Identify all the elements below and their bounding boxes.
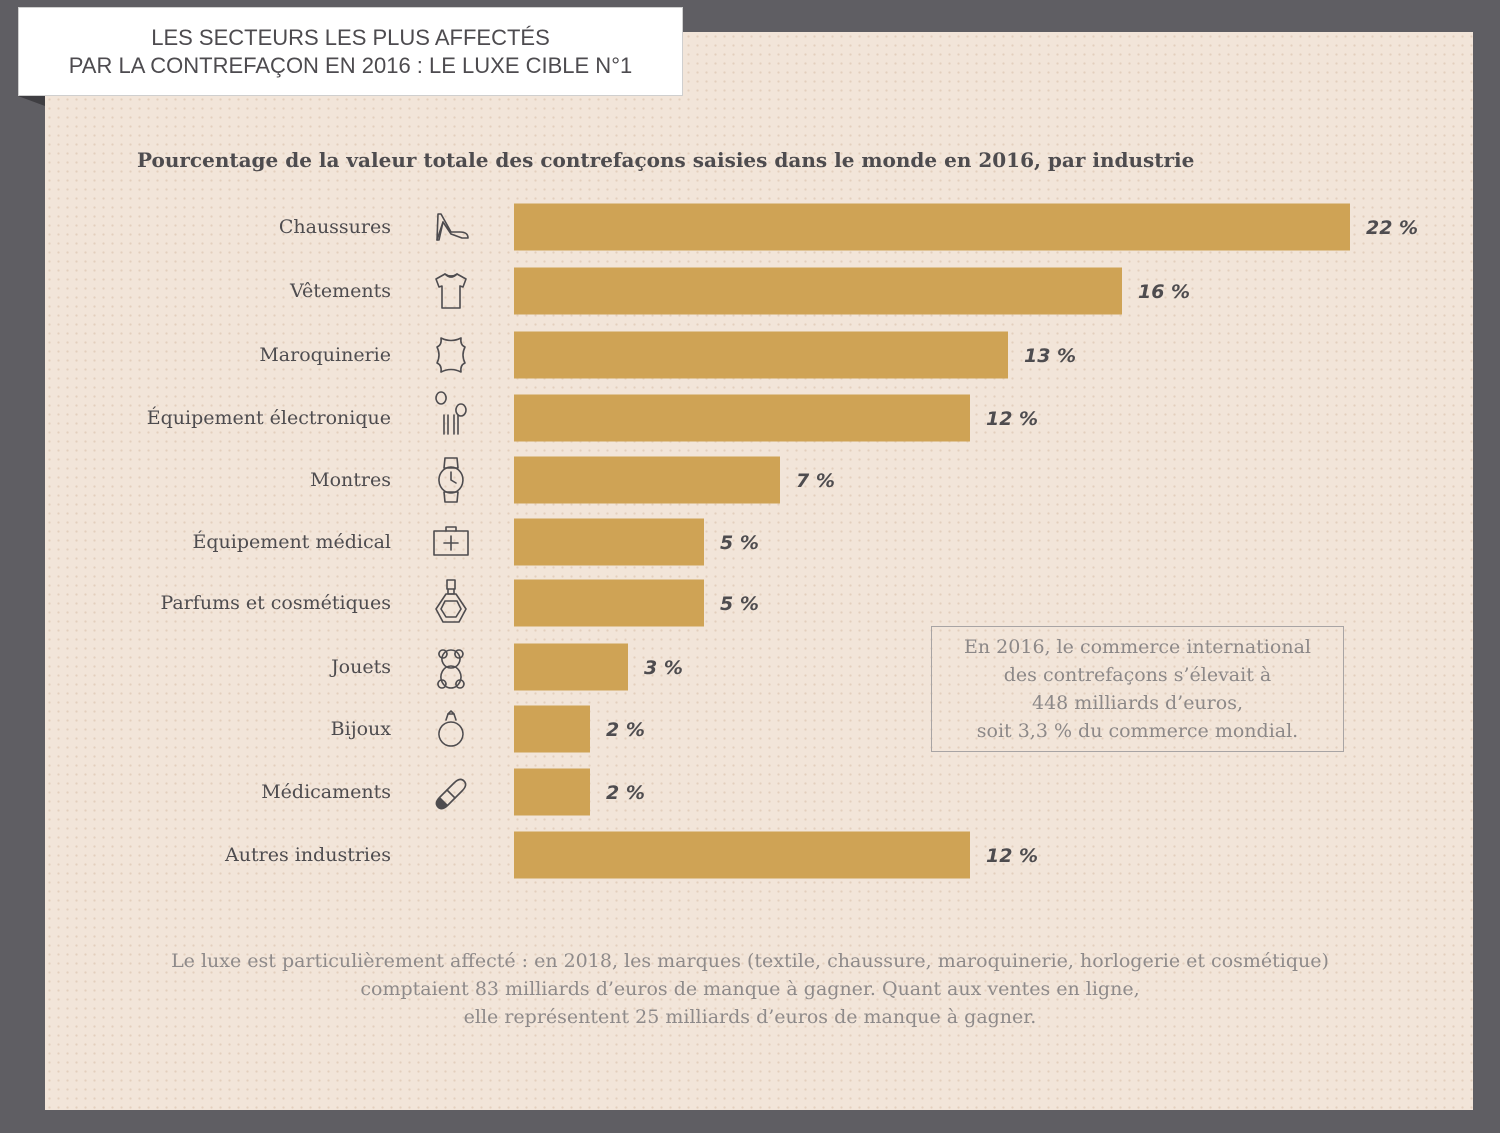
perfume-bottle-icon: [435, 579, 467, 623]
note-line-1: En 2016, le commerce international: [964, 636, 1311, 658]
bar: [514, 267, 1122, 315]
bar: [514, 768, 590, 816]
title-line-1: LES SECTEURS LES PLUS AFFECTÉS: [151, 24, 550, 50]
trade-note-box: En 2016, le commerce international des c…: [931, 626, 1344, 752]
data-label: 16 %: [1138, 281, 1190, 303]
title-line-2: PAR LA CONTREFAÇON EN 2016 : LE LUXE CIB…: [68, 52, 633, 78]
footer-note: Le luxe est particulièrement affecté : e…: [120, 947, 1380, 1031]
category-label: Chaussures: [279, 216, 391, 238]
category-label: Équipement médical: [193, 530, 391, 553]
teddy-bear-icon: [437, 649, 465, 689]
data-label: 2 %: [606, 782, 645, 804]
ring-icon: [438, 710, 464, 747]
bar: [514, 203, 1350, 251]
category-label: Montres: [310, 469, 391, 491]
title-box: LES SECTEURS LES PLUS AFFECTÉS PAR LA CO…: [18, 7, 683, 96]
category-label: Vêtements: [289, 280, 391, 302]
data-label: 3 %: [644, 657, 683, 679]
footer-line-2: comptaient 83 milliards d’euros de manqu…: [360, 978, 1140, 1000]
data-label: 13 %: [1024, 345, 1076, 367]
note-line-4: soit 3,3 % du commerce mondial.: [976, 720, 1299, 742]
data-label: 7 %: [796, 470, 835, 492]
category-label: Jouets: [329, 656, 391, 678]
pill-icon: [435, 778, 467, 810]
title-ribbon-fold: [18, 96, 45, 106]
bar: [514, 705, 590, 753]
data-label: 12 %: [986, 845, 1038, 867]
note-line-3: 448 milliards d’euros,: [1032, 692, 1243, 714]
bar: [514, 579, 704, 627]
note-line-2: des contrefaçons s’élevait à: [1003, 664, 1272, 686]
category-label: Maroquinerie: [259, 344, 391, 366]
bar: [514, 394, 970, 442]
bar: [514, 518, 704, 566]
footer-line-1: Le luxe est particulièrement affecté : e…: [171, 950, 1329, 972]
tshirt-icon: [435, 273, 467, 309]
earphones-icon: [435, 391, 467, 435]
high-heel-icon: [436, 213, 469, 241]
category-label: Bijoux: [331, 718, 392, 740]
bar: [514, 643, 628, 691]
medical-kit-icon: [433, 526, 469, 556]
bar: [514, 831, 970, 879]
data-label: 2 %: [606, 719, 645, 741]
leather-hide-icon: [436, 337, 466, 373]
bar: [514, 331, 1008, 379]
category-label: Autres industries: [224, 844, 391, 866]
data-label: 12 %: [986, 408, 1038, 430]
data-label: 22 %: [1366, 217, 1418, 239]
data-label: 5 %: [720, 532, 759, 554]
chart-subtitle: Pourcentage de la valeur totale des cont…: [137, 148, 1195, 172]
category-label: Médicaments: [261, 781, 391, 803]
footer-line-3: elle représentent 25 milliards d’euros d…: [463, 1006, 1037, 1028]
data-label: 5 %: [720, 593, 759, 615]
bar: [514, 456, 780, 504]
watch-icon: [438, 457, 464, 503]
category-label: Parfums et cosmétiques: [160, 592, 391, 614]
category-label: Équipement électronique: [147, 406, 391, 429]
